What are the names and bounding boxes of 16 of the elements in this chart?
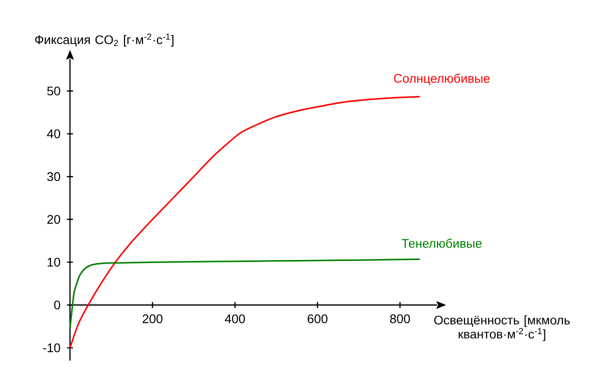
- line-series: [69, 258, 421, 329]
- y-tick-label: 30: [47, 172, 60, 182]
- y-tick-label: -10: [43, 343, 60, 352]
- x-tick-label: 400: [224, 314, 245, 324]
- x-tick-label: 800: [390, 314, 410, 324]
- y-tick-label: 40: [47, 129, 60, 138]
- y-tick-label: 20: [47, 214, 60, 224]
- series-label: Солнцелюбивые: [394, 74, 490, 86]
- y-axis-title: Фиксация CO$_{2}$ [г·м$^{-2}$·с$^{-1}$]: [35, 34, 174, 47]
- x-axis-title: Освещённость [мкмоль квантов·м$^{-2}$·с$^{-1}$]: [434, 315, 570, 342]
- series-label: Тенелюбивые: [402, 238, 482, 248]
- x-tick-label: 600: [308, 314, 328, 324]
- y-tick-label: 10: [48, 258, 60, 267]
- y-tick-label: 50: [47, 86, 60, 96]
- x-tick-label: 200: [142, 314, 162, 324]
- y-tick-label: 0: [54, 300, 60, 310]
